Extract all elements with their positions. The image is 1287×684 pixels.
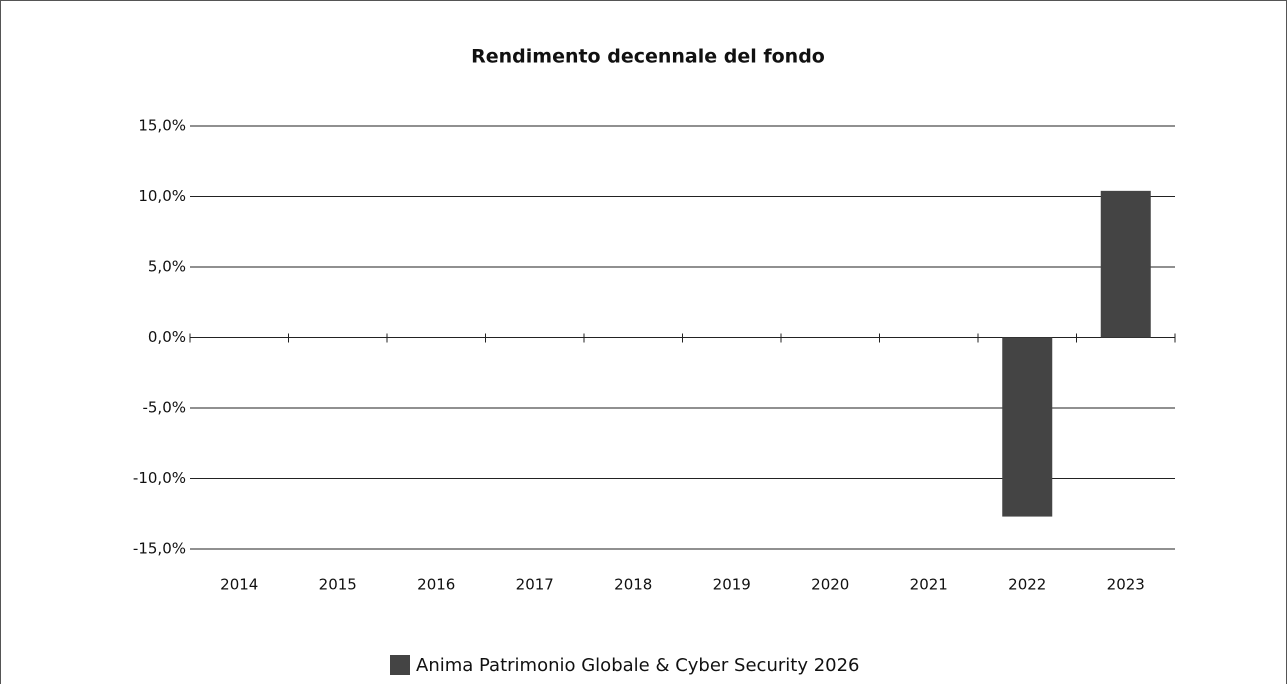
y-tick-label: -5,0% xyxy=(142,399,186,417)
bar xyxy=(1100,190,1151,338)
x-tick-label: 2020 xyxy=(811,576,849,594)
x-tick-label: 2021 xyxy=(910,576,948,594)
legend-swatch xyxy=(390,655,410,675)
chart-title: Rendimento decennale del fondo xyxy=(471,46,825,68)
x-tick-label: 2014 xyxy=(220,576,258,594)
y-tick-label: 10,0% xyxy=(138,187,186,205)
x-tick-label: 2016 xyxy=(417,576,455,594)
x-tick-label: 2015 xyxy=(319,576,357,594)
x-tick-label: 2019 xyxy=(713,576,751,594)
bar xyxy=(1002,337,1053,517)
y-tick-label: 5,0% xyxy=(148,258,186,276)
legend-label: Anima Patrimonio Globale & Cyber Securit… xyxy=(416,655,860,676)
x-tick-label: 2017 xyxy=(516,576,554,594)
y-tick-label: 0,0% xyxy=(148,328,186,346)
x-tick-label: 2023 xyxy=(1107,576,1145,594)
y-tick-label: -10,0% xyxy=(133,469,186,487)
y-tick-label: 15,0% xyxy=(138,117,186,135)
x-tick-label: 2022 xyxy=(1008,576,1046,594)
x-tick-label: 2018 xyxy=(614,576,652,594)
y-tick-label: -15,0% xyxy=(133,540,186,558)
